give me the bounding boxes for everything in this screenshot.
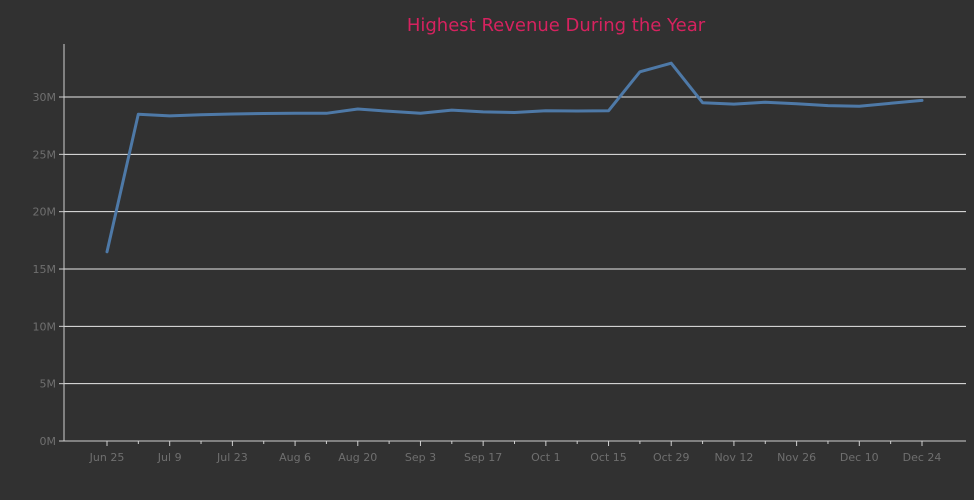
- data-point: [231, 112, 234, 115]
- axes: [60, 44, 966, 442]
- y-axis-ticks: 0M 5M 10M 15M 20M 25M 30M: [33, 91, 64, 448]
- y-tick-label: 25M: [33, 148, 57, 161]
- data-point: [482, 110, 485, 113]
- y-tick-label: 0M: [40, 435, 57, 448]
- data-point: [889, 102, 892, 105]
- x-tick-label: Oct 15: [590, 451, 627, 464]
- x-axis-ticks: Jun 25 Jul 9 Jul 23 Aug 6 Aug 20 Sep 3 Sep 17 O…: [89, 441, 942, 464]
- data-point: [294, 112, 297, 115]
- data-point: [576, 109, 579, 112]
- x-tick-label: Nov 26: [777, 451, 816, 464]
- x-tick-label: Jun 25: [89, 451, 125, 464]
- data-point: [419, 112, 422, 115]
- x-tick-label: Nov 12: [714, 451, 753, 464]
- data-point: [764, 101, 767, 104]
- data-point: [670, 62, 673, 65]
- data-point: [921, 99, 924, 102]
- data-point: [513, 111, 516, 114]
- data-point: [262, 112, 265, 115]
- y-tick-label: 5M: [40, 378, 57, 391]
- chart-title: Highest Revenue During the Year: [407, 15, 706, 36]
- x-tick-label: Jul 23: [216, 451, 248, 464]
- data-point: [544, 109, 547, 112]
- data-point: [106, 250, 109, 253]
- x-tick-label: Dec 10: [840, 451, 879, 464]
- grid-lines: [64, 96, 966, 385]
- x-tick-label: Sep 3: [405, 451, 436, 464]
- x-tick-label: Oct 1: [531, 451, 561, 464]
- data-point: [732, 103, 735, 106]
- data-point: [200, 113, 203, 116]
- data-point: [795, 102, 798, 105]
- x-tick-label: Oct 29: [653, 451, 690, 464]
- x-tick-label: Jul 9: [157, 451, 182, 464]
- x-tick-label: Aug 20: [338, 451, 377, 464]
- data-point: [607, 109, 610, 112]
- y-tick-label: 15M: [33, 263, 57, 276]
- data-point: [826, 104, 829, 107]
- x-tick-label: Aug 6: [279, 451, 311, 464]
- y-tick-label: 10M: [33, 320, 57, 333]
- data-point: [701, 101, 704, 104]
- y-tick-label: 20M: [33, 206, 57, 219]
- y-tick-label: 30M: [33, 91, 57, 104]
- data-point: [137, 113, 140, 116]
- data-point: [388, 110, 391, 113]
- data-point: [858, 105, 861, 108]
- data-point: [638, 70, 641, 73]
- series-layer: [105, 61, 924, 254]
- data-point: [356, 108, 359, 111]
- data-point: [168, 114, 171, 117]
- x-tick-label: Sep 17: [464, 451, 502, 464]
- data-point: [450, 109, 453, 112]
- series-line: [105, 61, 924, 254]
- x-tick-label: Dec 24: [903, 451, 942, 464]
- data-point: [325, 112, 328, 115]
